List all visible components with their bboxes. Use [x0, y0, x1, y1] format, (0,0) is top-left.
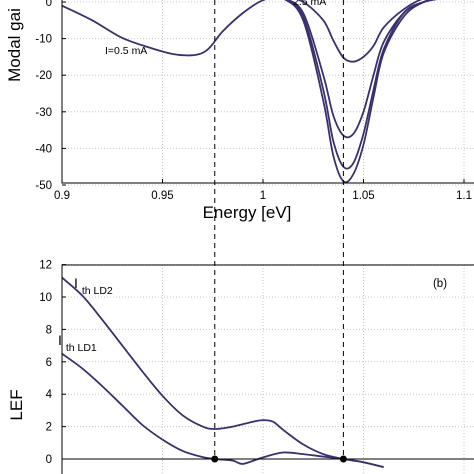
lef-y-axis-label: LEF — [7, 389, 26, 420]
lef-ytick-label-4: 4 — [46, 389, 53, 401]
lef-ticks: 12 10 8 6 4 2 0 — [39, 260, 474, 466]
lef-curve-0 — [62, 276, 384, 468]
gain-xtick-label-3: 1.05 — [352, 190, 374, 202]
gain-ytick-label-5: -50 — [35, 180, 52, 192]
gain-ytick-label-1: -10 — [35, 34, 52, 46]
ld1-main: I — [58, 332, 62, 348]
zero-crossing-points — [211, 455, 347, 463]
lef-panel-label: (b) — [433, 278, 447, 290]
gain-y-axis-label: Modal gai — [5, 8, 24, 82]
ld2-sub: th LD2 — [82, 285, 113, 297]
gain-xtick-label-0: 0.9 — [54, 190, 70, 202]
lef-ytick-label-5: 2 — [46, 422, 52, 434]
ld1-sub: th LD1 — [66, 342, 97, 354]
gain-ytick-label-3: -30 — [35, 107, 52, 119]
lef-ytick-label-3: 6 — [46, 357, 52, 369]
zero-crossing-dot-0 — [211, 455, 219, 463]
gain-x-axis-label: Energy [eV] — [203, 203, 292, 222]
lef-curves — [62, 276, 384, 468]
resonance-markers — [214, 0, 344, 459]
lef-panel: 12 10 8 6 4 2 0 (b) I th LD2 I th LD1 LEF — [7, 260, 474, 474]
lef-curve-1 — [62, 352, 384, 468]
gain-xtick-label-2: 1 — [260, 190, 266, 202]
gain-curve-0 — [62, 0, 422, 63]
gain-ytick-label-4: -40 — [35, 143, 52, 155]
gain-annotation-high: 2.5 mA — [293, 0, 326, 8]
lef-ytick-label-0: 12 — [39, 260, 52, 272]
ld2-main: I — [74, 275, 78, 291]
lef-ytick-label-1: 10 — [39, 292, 52, 304]
lef-annotation-ld2: I th LD2 — [74, 275, 113, 297]
lef-annotation-ld1: I th LD1 — [58, 332, 97, 354]
lef-plot-frame — [61, 264, 474, 474]
gain-ticks: 0 -10 -20 -30 -40 -500.9 0.95 1 1.05 1.1 — [35, 0, 472, 202]
lef-gridlines — [61, 264, 474, 474]
zero-crossing-dot-1 — [339, 455, 347, 463]
gain-xtick-label-1: 0.95 — [151, 190, 173, 202]
gain-ytick-label-0: 0 — [46, 0, 52, 9]
lef-ytick-label-6: 0 — [46, 454, 52, 466]
gain-ytick-label-2: -20 — [35, 70, 52, 82]
gain-plot-frame — [61, 0, 474, 184]
gain-curve-2 — [284, 0, 437, 170]
gain-gridlines — [61, 0, 474, 186]
gain-annotation-low: I=0.5 mA — [105, 45, 147, 57]
lef-ytick-label-2: 8 — [46, 324, 52, 336]
gain-xtick-label-4: 1.1 — [456, 190, 472, 202]
gain-panel: 0 -10 -20 -30 -40 -500.9 0.95 1 1.05 1.1 I=0.5 mA… — [5, 0, 474, 222]
